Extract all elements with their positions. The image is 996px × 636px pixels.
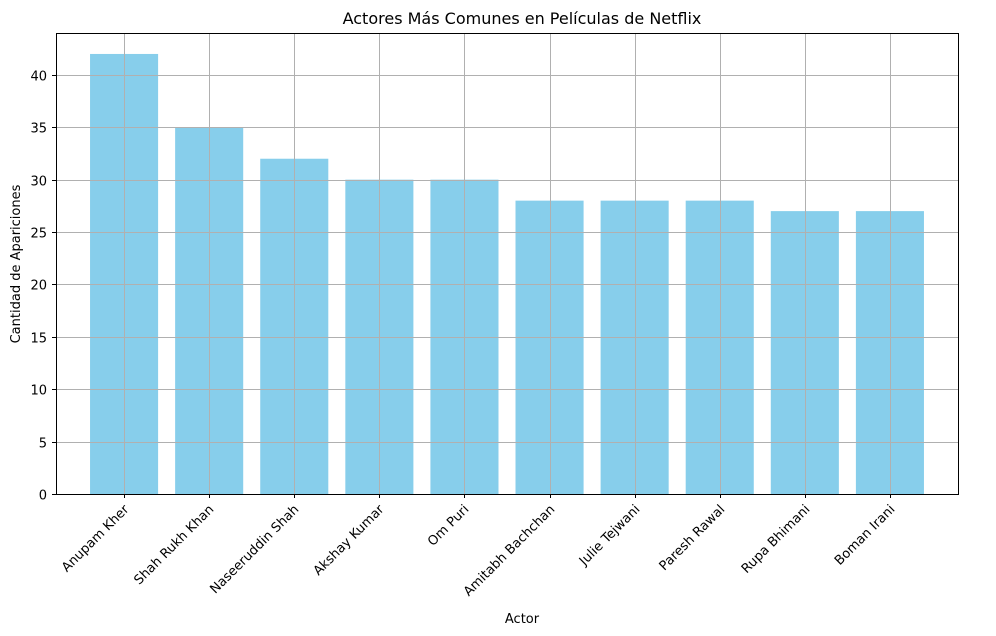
y-tick-label: 30 <box>30 175 47 190</box>
x-tick-label: Amitabh Bachchan <box>461 502 558 599</box>
bar-6 <box>600 200 669 495</box>
x-tick-label: Paresh Rawal <box>657 502 729 574</box>
y-tick-label: 10 <box>30 384 47 399</box>
x-tick-label: Akshay Kumar <box>311 502 388 579</box>
y-tick-label: 35 <box>30 122 47 137</box>
grid-layer <box>56 33 958 495</box>
chart-title: Actores Más Comunes en Películas de Netf… <box>343 9 702 28</box>
x-axis-label: Actor <box>505 612 540 627</box>
y-tick-label: 25 <box>30 227 47 242</box>
x-tick-label: Shah Rukh Khan <box>131 502 217 588</box>
y-tick-label: 0 <box>39 489 47 504</box>
bars-layer <box>90 53 924 495</box>
y-tick-label: 40 <box>30 70 47 85</box>
x-tick-label: Anupam Kher <box>59 502 133 576</box>
plot-frame <box>56 33 959 495</box>
bar-5 <box>515 200 584 495</box>
y-axis-label: Cantidad de Apariciones <box>9 184 24 343</box>
y-tick-label: 5 <box>39 437 47 452</box>
y-tick-label: 15 <box>30 332 47 347</box>
y-tick-label: 20 <box>30 279 47 294</box>
bar-7 <box>685 200 754 495</box>
x-tick-label: Julie Tejwani <box>576 502 643 569</box>
bar-8 <box>770 211 839 494</box>
x-tick-label: Rupa Bhimani <box>739 502 813 576</box>
bar-9 <box>855 211 924 494</box>
x-tick-label: Boman Irani <box>832 502 898 568</box>
x-tick-label: Om Puri <box>425 502 472 549</box>
x-tick-label: Naseeruddin Shah <box>207 502 302 597</box>
